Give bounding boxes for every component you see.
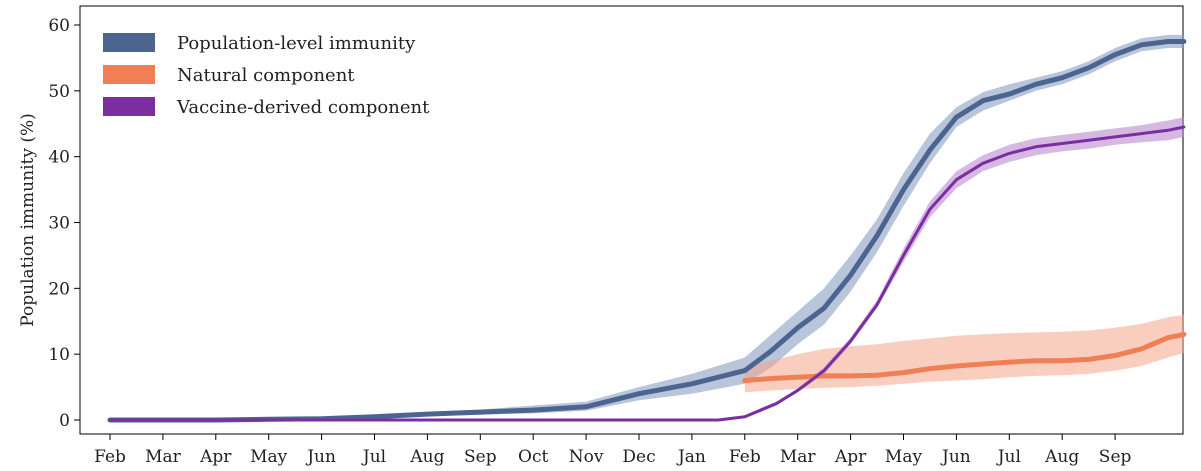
x-tick-label: May [885,447,923,467]
x-tick-label: Aug [409,447,444,467]
legend-label: Natural component [177,65,355,86]
y-tick-label: 30 [48,214,70,234]
y-tick-label: 20 [48,279,70,299]
y-axis-ticks: 0 10 20 30 40 50 60 [48,16,80,431]
x-axis-ticks: Feb Mar Apr May Jun Jul Aug Sep Oct Nov Dec Jan Feb M… [94,434,1132,467]
x-tick-label: Mar [145,447,182,467]
x-tick-label: Aug [1044,447,1079,467]
natural-component-band [744,314,1184,393]
x-tick-label: Jun [940,447,971,467]
x-tick-label: Mar [780,447,817,467]
x-tick-label: Jun [305,447,336,467]
x-tick-label: Apr [199,447,232,467]
legend-swatch [103,97,155,116]
y-tick-label: 50 [48,82,70,102]
legend-swatch [103,33,155,52]
y-tick-label: 40 [48,148,70,168]
natural-component-line [742,331,1187,383]
vaccine-derived-component-line [108,125,1186,422]
y-tick-label: 0 [59,411,70,431]
x-tick-label: Nov [569,447,604,467]
x-tick-label: Jan [676,447,706,467]
legend-label: Vaccine-derived component [176,97,430,118]
x-tick-label: Sep [1099,447,1132,467]
y-tick-label: 10 [48,345,70,365]
x-tick-label: Jul [361,447,386,467]
y-tick-label: 60 [48,16,70,36]
x-tick-label: Feb [94,447,126,467]
x-tick-label: Feb [729,447,761,467]
y-axis-label: Population immunity (%) [18,113,38,327]
legend-swatch [103,65,155,84]
plot-frame [79,5,1184,435]
x-tick-label: Oct [518,447,548,467]
legend: Population-level immunity Natural compone… [103,33,430,118]
x-tick-label: May [250,447,288,467]
series-lines [107,39,1187,423]
vaccine-derived-component-band [110,117,1184,420]
x-tick-label: Apr [834,447,867,467]
population-level-immunity-line [107,39,1187,423]
x-tick-label: Dec [622,447,655,467]
x-tick-label: Jul [996,447,1021,467]
legend-label: Population-level immunity [177,33,416,54]
x-tick-label: Sep [464,447,497,467]
